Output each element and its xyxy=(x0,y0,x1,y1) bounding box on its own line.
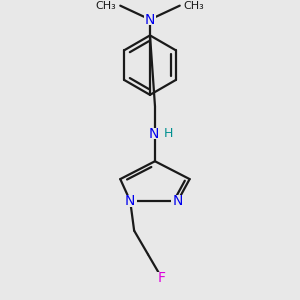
Text: H: H xyxy=(164,127,173,140)
Text: N: N xyxy=(172,194,183,208)
Bar xyxy=(124,195,136,207)
Text: CH₃: CH₃ xyxy=(184,1,204,11)
Text: N: N xyxy=(149,127,159,140)
Text: N: N xyxy=(145,13,155,26)
Text: F: F xyxy=(158,271,166,285)
Bar xyxy=(171,195,184,207)
Bar xyxy=(156,272,168,284)
Text: N: N xyxy=(125,194,135,208)
Bar xyxy=(144,14,156,26)
Bar xyxy=(148,128,161,140)
Text: CH₃: CH₃ xyxy=(96,1,116,11)
